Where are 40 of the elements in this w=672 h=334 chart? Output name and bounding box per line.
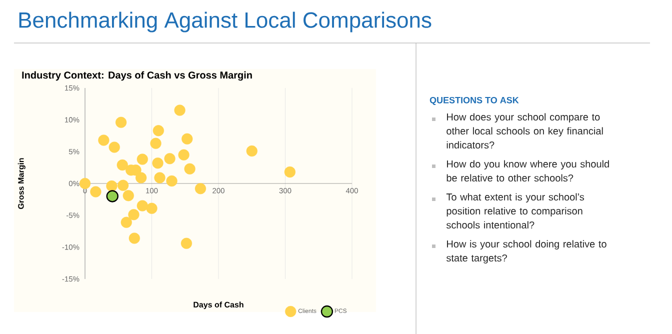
point <box>136 172 147 184</box>
point <box>128 209 140 220</box>
text: To what extent is your school’s position relative to comparison schools intentional? <box>446 193 584 229</box>
text: How is your school doing relative to state targets? <box>446 240 606 264</box>
point <box>128 232 140 244</box>
x-axis-title: Days of Cash <box>194 302 244 310</box>
point <box>116 159 128 171</box>
point <box>152 125 164 136</box>
point <box>184 163 196 174</box>
point <box>136 200 148 212</box>
point <box>79 178 91 190</box>
point <box>166 175 178 187</box>
point <box>180 238 192 249</box>
point <box>194 183 206 194</box>
point <box>117 180 129 191</box>
text: How do you know where you should be relative to other schools? <box>446 160 609 182</box>
text: How does your school compare to other local schools on key financial indicators? <box>446 113 603 149</box>
point <box>106 190 118 202</box>
point <box>152 158 164 169</box>
point <box>246 145 258 157</box>
point <box>150 138 162 149</box>
point <box>122 190 134 202</box>
point <box>136 154 148 165</box>
point <box>106 180 118 192</box>
point <box>115 116 127 128</box>
y-axis-title: Gross Margin <box>18 158 26 209</box>
point <box>164 153 176 164</box>
point <box>108 142 120 153</box>
point <box>284 166 296 178</box>
point <box>98 134 110 146</box>
chart-title: Benchmarking Against Local Comparisons <box>19 12 432 32</box>
point <box>182 133 193 144</box>
point <box>174 104 186 116</box>
point <box>120 216 132 228</box>
text: QUESTIONS TO ASK <box>430 96 519 106</box>
point <box>146 202 158 214</box>
point <box>90 186 102 198</box>
chart-subtitle: Industry Context: Days of Cash vs Gross Margin <box>22 71 252 81</box>
point <box>154 172 166 184</box>
point <box>178 149 190 160</box>
